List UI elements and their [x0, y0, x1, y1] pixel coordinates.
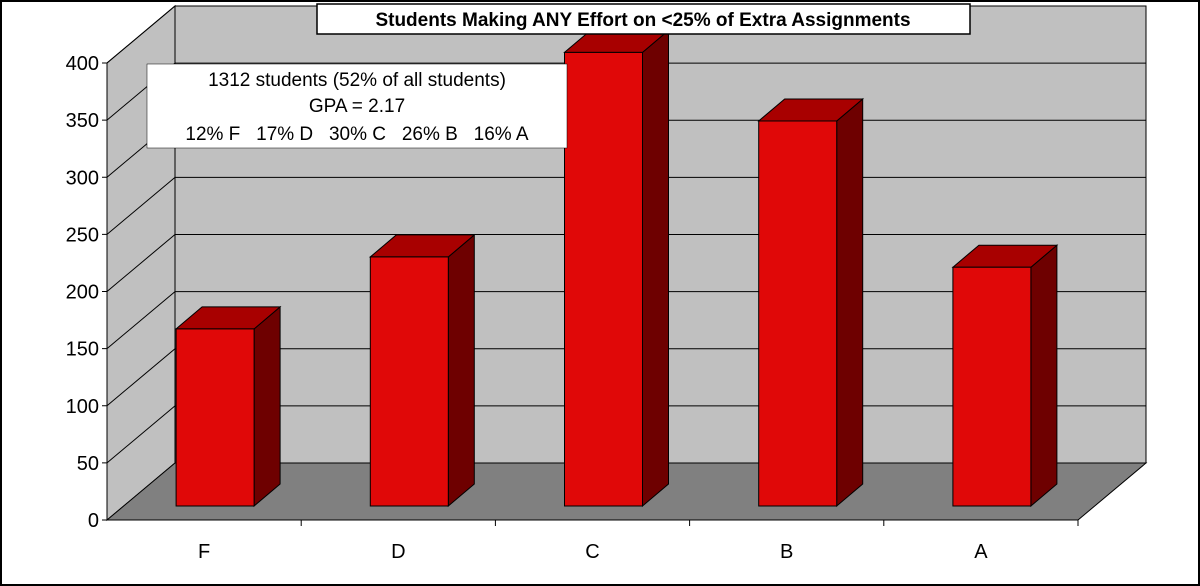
- chart-title-box: Students Making ANY Effort on <25% of Ex…: [316, 3, 971, 35]
- y-tick-label: 0: [88, 510, 99, 532]
- bar-side-face: [1030, 244, 1058, 508]
- x-tick-label-B: B: [780, 541, 793, 563]
- bar-side-face: [836, 97, 864, 508]
- bar-side-face: [447, 233, 475, 508]
- annotation-box: 1312 students (52% of all students) GPA …: [146, 63, 568, 149]
- bar-A: [951, 244, 1059, 508]
- bar-C: [563, 29, 670, 508]
- bar-front-face: [564, 51, 643, 507]
- annotation-line-2: GPA = 2.17: [309, 96, 405, 117]
- bar-front-face: [369, 256, 449, 507]
- bar-front-face: [952, 266, 1032, 507]
- gridline-side: [106, 5, 176, 64]
- annotation-line-3: 12% F 17% D 30% C 26% B 16% A: [185, 124, 529, 145]
- y-tick-label: 300: [66, 167, 99, 189]
- chart-title: Students Making ANY Effort on <25% of Ex…: [375, 10, 910, 31]
- y-tick-label: 50: [77, 453, 99, 475]
- bar-front-face: [175, 328, 255, 507]
- bar-side-face: [253, 305, 281, 508]
- gridline-side: [106, 176, 176, 235]
- y-tick-label: 400: [66, 53, 99, 75]
- gridline-side: [106, 405, 176, 464]
- bar-F: [174, 305, 282, 508]
- bar-D: [368, 233, 476, 508]
- bar-side-face: [642, 29, 669, 508]
- bar-front-face: [758, 120, 838, 507]
- y-tick-label: 100: [66, 396, 99, 418]
- x-tick-label-C: C: [585, 541, 599, 563]
- gridline-side: [106, 291, 176, 350]
- x-tick-label-F: F: [198, 541, 210, 563]
- y-tick-label: 200: [66, 282, 99, 304]
- x-tick-label-A: A: [974, 541, 988, 563]
- y-tick-label: 250: [66, 224, 99, 246]
- annotation-line-1: 1312 students (52% of all students): [208, 70, 506, 91]
- y-tick-label: 150: [66, 339, 99, 361]
- x-tick-label-D: D: [391, 541, 405, 563]
- bar-B: [757, 97, 865, 508]
- y-tick-label: 350: [66, 110, 99, 132]
- y-axis-ticks: 0 50 100 150 200 250 300 350 400: [66, 53, 1078, 532]
- gridline-side: [106, 348, 176, 407]
- gridline-side: [106, 234, 176, 292]
